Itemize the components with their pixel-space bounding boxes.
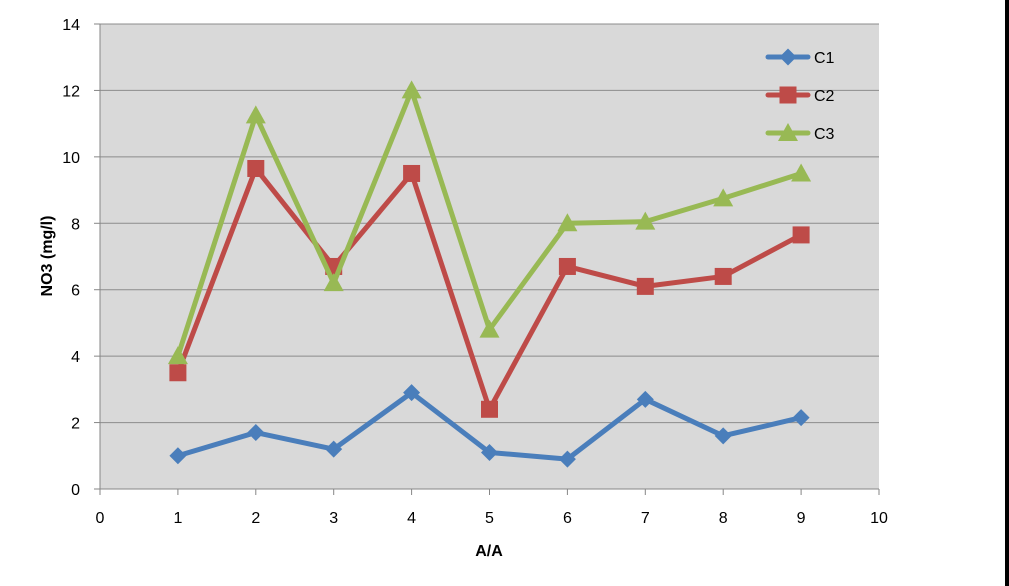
- x-tick-label: 5: [485, 510, 494, 527]
- x-tick-label: 7: [641, 510, 650, 527]
- data-point-C2-7: [636, 277, 654, 295]
- legend-marker: [779, 86, 797, 104]
- data-point-C2-4: [403, 164, 421, 182]
- data-point-C1-5: [481, 443, 498, 461]
- series-C2: [169, 159, 810, 418]
- data-point-C1-2: [247, 424, 265, 442]
- data-point-C1-7: [636, 390, 654, 408]
- legend-entry-C1: C1: [765, 48, 835, 67]
- x-tick-label: 1: [173, 510, 182, 527]
- gridlines: [100, 23, 879, 424]
- x-tick-label: 2: [251, 510, 260, 527]
- data-point-C1-3: [325, 440, 343, 458]
- series-C3: [167, 80, 812, 365]
- data-point-C2-1: [169, 364, 187, 382]
- series-C1: [169, 384, 810, 468]
- data-point-C2-9: [792, 226, 810, 244]
- legend-marker: [778, 123, 798, 141]
- legend-label: C3: [814, 126, 835, 143]
- legend: C1 C2 C3: [765, 48, 835, 143]
- data-point-C3-3: [323, 273, 344, 292]
- data-point-C2-5: [481, 400, 498, 418]
- y-tick-label: 4: [71, 349, 80, 366]
- series-group: [167, 80, 812, 468]
- x-tick-label: 8: [719, 510, 728, 527]
- y-tick-label: 14: [62, 17, 80, 34]
- y-tick-label: 0: [71, 482, 80, 499]
- x-tick-label: 3: [329, 510, 338, 527]
- data-point-C1-4: [403, 384, 421, 402]
- y-tick-label: 6: [71, 283, 80, 300]
- y-tick-label: 12: [62, 83, 80, 100]
- x-tick-label: 4: [407, 510, 416, 527]
- data-point-C3-5: [479, 319, 500, 338]
- legend-label: C1: [814, 50, 835, 67]
- data-point-C3-8: [713, 188, 734, 207]
- x-tick-label: 6: [563, 510, 572, 527]
- data-point-C1-6: [558, 450, 576, 468]
- x-tick-label: 10: [870, 510, 888, 527]
- legend-entry-C2: C2: [765, 86, 835, 105]
- x-axis-title: A/A: [475, 543, 503, 560]
- y-axis-title: NO3 (mg/l): [39, 216, 56, 297]
- data-point-C1-1: [169, 447, 187, 465]
- data-point-C3-7: [635, 211, 656, 230]
- data-point-C2-6: [558, 257, 576, 275]
- legend-label: C2: [814, 88, 835, 105]
- data-point-C3-9: [791, 163, 812, 182]
- data-point-C2-8: [714, 267, 732, 285]
- data-point-C3-4: [401, 80, 422, 99]
- legend-entry-C3: C3: [765, 123, 835, 143]
- y-tick-label: 8: [71, 216, 80, 233]
- data-point-C1-9: [792, 409, 810, 427]
- data-point-C3-2: [245, 105, 266, 124]
- y-tick-label: 2: [71, 416, 80, 433]
- legend-marker: [779, 48, 797, 66]
- y-tick-label: 10: [62, 150, 80, 167]
- x-tick-label: 0: [96, 510, 105, 527]
- x-tick-label: 9: [797, 510, 806, 527]
- data-point-C3-6: [557, 213, 578, 232]
- data-point-C1-8: [714, 427, 732, 445]
- data-point-C2-2: [247, 159, 265, 177]
- data-point-C3-1: [167, 346, 188, 365]
